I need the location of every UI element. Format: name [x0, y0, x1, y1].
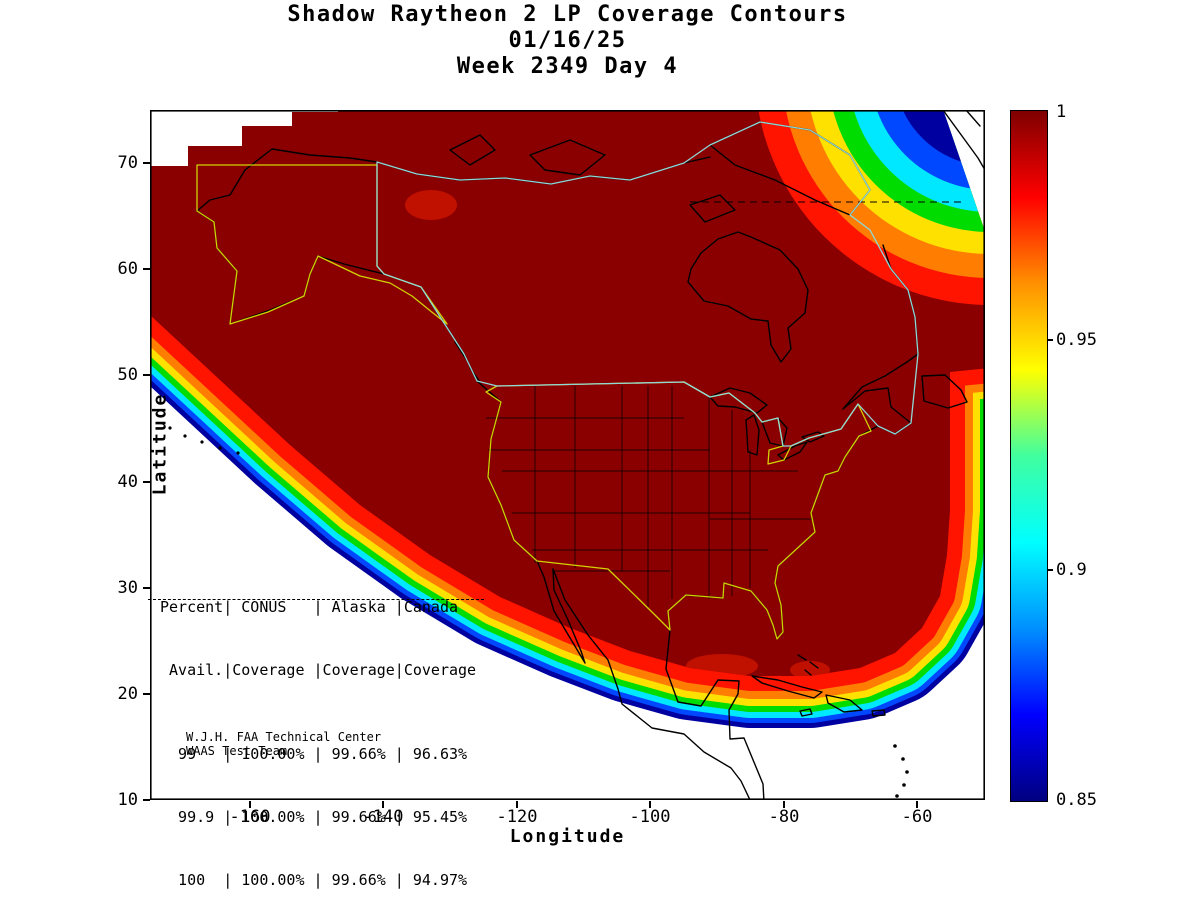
y-tick-label: 50	[117, 365, 138, 385]
y-tick-label: 60	[117, 259, 138, 279]
plot-border	[150, 110, 986, 801]
map-plot	[38, 82, 1102, 803]
x-tick-label: -140	[362, 807, 404, 827]
jamaica	[799, 708, 813, 717]
y-tick-mark	[143, 799, 150, 801]
y-tick-label: 70	[117, 153, 138, 173]
x-tick-mark	[649, 801, 651, 808]
x-tick-label: -160	[229, 807, 271, 827]
x-axis-label: Longitude	[509, 826, 626, 847]
y-tick-mark	[143, 587, 150, 589]
chart-subtitle-date: 01/16/25	[508, 28, 627, 53]
hudson-bay	[687, 231, 809, 363]
hispaniola	[825, 694, 863, 713]
reduced-coverage-spot	[405, 190, 457, 220]
x-tick-mark	[783, 801, 785, 808]
lake-ontario	[801, 431, 825, 443]
x-tick-mark	[916, 801, 918, 808]
colorbar-tick-mark	[1047, 339, 1053, 341]
coverage-table: Percent| CONUS | Alaska |Canada Avail.|C…	[148, 555, 484, 900]
y-tick-label: 10	[117, 790, 138, 810]
southampton-island	[689, 194, 736, 223]
lesser-antilles	[893, 744, 909, 798]
colorbar-tick-label: 1	[1056, 102, 1067, 122]
credit-line-2: WAAS Test Team	[186, 744, 288, 758]
lake-superior	[709, 387, 768, 414]
lake-michigan	[745, 414, 760, 456]
x-tick-label: -100	[629, 807, 671, 827]
canada-outline	[376, 121, 919, 447]
coverage-table-row: 99 | 100.00% | 99.66% | 96.63%	[160, 745, 468, 763]
x-tick-mark	[382, 801, 384, 808]
credit-text: W.J.H. FAA Technical Center WAAS Test Te…	[186, 730, 381, 758]
colorbar-tick-label: 0.95	[1056, 330, 1097, 350]
y-tick-mark	[143, 162, 150, 164]
newfoundland	[921, 374, 968, 409]
colorbar	[1010, 110, 1048, 802]
x-tick-label: -120	[496, 807, 538, 827]
coverage-map	[38, 82, 1102, 803]
state-boundaries	[486, 386, 812, 607]
y-tick-mark	[143, 268, 150, 270]
coverage-table-row: 99.9 | 100.00% | 99.66% | 95.45%	[160, 808, 468, 826]
aleutian-islands	[168, 426, 240, 455]
x-tick-label: -60	[901, 807, 933, 827]
coverage-table-header-2: Avail.|Coverage |Coverage|Coverage	[160, 661, 477, 679]
bahamas	[797, 654, 819, 676]
coverage-table-separator	[148, 599, 484, 621]
y-tick-mark	[143, 374, 150, 376]
lake-erie	[777, 441, 808, 461]
x-tick-mark	[249, 801, 251, 808]
x-tick-mark	[516, 801, 518, 808]
colorbar-tick-label: 0.85	[1056, 790, 1097, 810]
colorbar-tick-label: 0.9	[1056, 560, 1087, 580]
y-tick-mark	[143, 481, 150, 483]
y-tick-label: 30	[117, 578, 138, 598]
y-tick-label: 40	[117, 472, 138, 492]
puerto-rico	[871, 709, 886, 717]
coverage-table-header-1: Percent| CONUS | Alaska |Canada	[160, 598, 459, 616]
chart-subtitle-week: Week 2349 Day 4	[456, 54, 679, 79]
coverage-table-row: 100 | 100.00% | 99.66% | 94.97%	[160, 871, 468, 889]
colorbar-tick-mark	[1047, 569, 1053, 571]
x-tick-label: -80	[768, 807, 800, 827]
credit-line-1: W.J.H. FAA Technical Center	[186, 730, 382, 744]
y-tick-mark	[143, 693, 150, 695]
victoria-island	[529, 139, 606, 176]
chart-title-block: Shadow Raytheon 2 LP Coverage Contours 0…	[150, 2, 985, 80]
cuba	[751, 675, 823, 699]
chart-title: Shadow Raytheon 2 LP Coverage Contours	[287, 2, 848, 27]
y-axis-label: Latitude	[149, 392, 171, 496]
greenland-coast	[942, 109, 986, 171]
banks-island	[449, 134, 496, 166]
y-tick-label: 20	[117, 684, 138, 704]
